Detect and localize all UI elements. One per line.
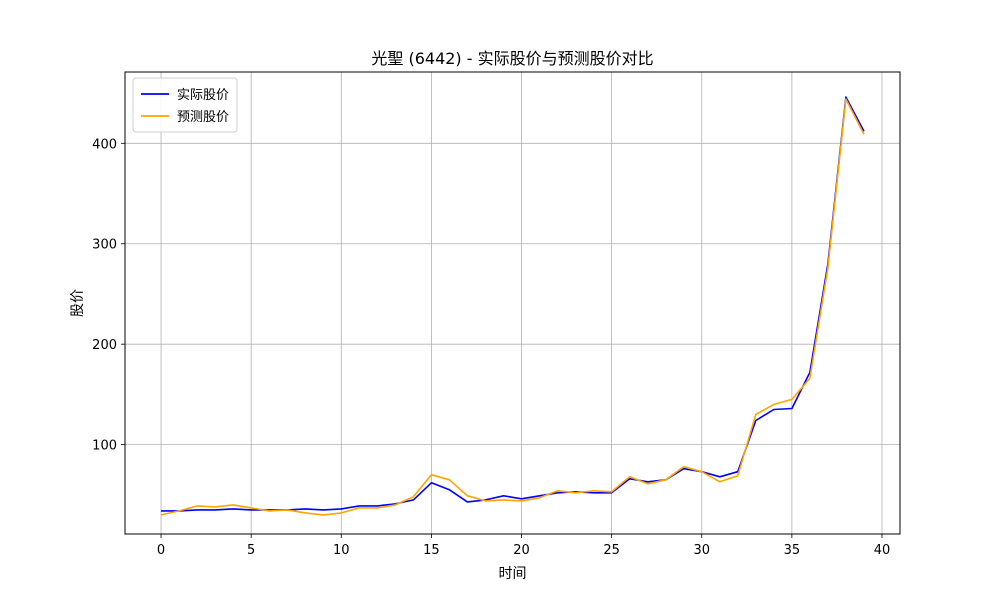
x-tick-label: 35 xyxy=(784,543,801,558)
x-tick-label: 40 xyxy=(874,543,891,558)
legend-label-2: 预测股价 xyxy=(177,110,229,125)
legend-label-1: 实际股价 xyxy=(177,88,229,103)
plot-area-frame xyxy=(124,71,901,535)
series-line-1 xyxy=(161,96,865,512)
axis-ticks: 0 5 10 15 20 25 30 35 40 100 200 300 400 xyxy=(92,137,890,558)
y-tick-label: 100 xyxy=(92,439,117,454)
series-lines xyxy=(160,96,865,516)
y-axis-title: 股价 xyxy=(70,289,86,317)
x-tick-label: 25 xyxy=(603,543,620,558)
chart-title: 光聖 (6442) - 实际股价与预测股价对比 xyxy=(371,49,653,68)
x-tick-label: 15 xyxy=(423,543,440,558)
y-tick-label: 200 xyxy=(92,338,117,353)
grid xyxy=(125,72,900,534)
legend-box xyxy=(132,77,238,133)
y-tick-label: 300 xyxy=(92,238,117,253)
x-tick-label: 30 xyxy=(693,543,710,558)
x-axis-title: 时间 xyxy=(499,566,527,582)
y-tick-label: 400 xyxy=(92,137,117,152)
x-tick-label: 0 xyxy=(157,543,165,558)
x-tick-label: 20 xyxy=(513,543,530,558)
series-line-2 xyxy=(160,98,865,516)
x-tick-label: 10 xyxy=(333,543,350,558)
x-tick-label: 5 xyxy=(247,543,255,558)
